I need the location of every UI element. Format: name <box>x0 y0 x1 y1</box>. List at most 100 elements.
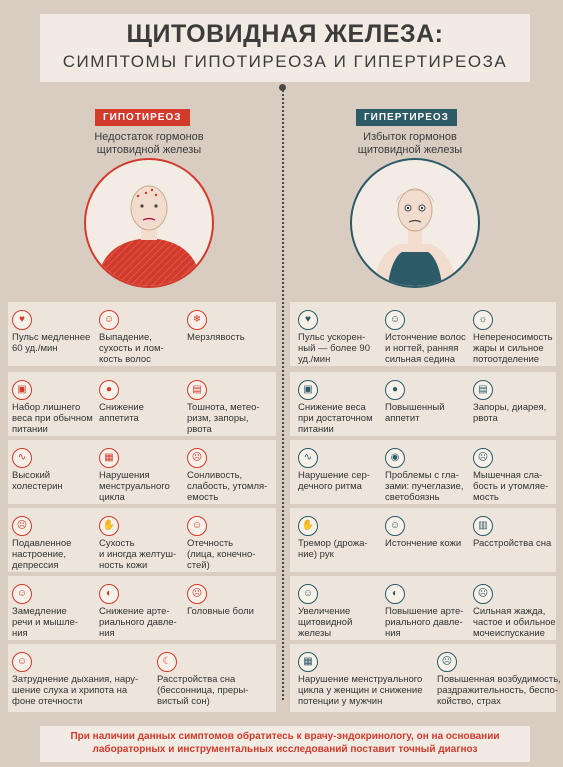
hypo-symptom-item: ☾ Расстройства сна (бессонница, преры- ви… <box>157 652 287 707</box>
hypo-symptom-row <box>8 372 276 436</box>
footer-text: При наличии данных симптомов обратитесь … <box>70 731 500 755</box>
hypo-symptom-item: ▦ Нарушения менструального цикла <box>99 448 185 503</box>
symptom-text: Снижение арте- риального давле- ния <box>99 606 177 639</box>
weight-scale-icon: ▣ <box>12 380 32 400</box>
eye-icon: ◉ <box>385 448 405 468</box>
slow-speech-icon: ☺ <box>12 584 32 604</box>
hyper-symptom-item: ◐ Повышение арте- риального давле- ния <box>385 584 471 639</box>
hyper-symptom-row <box>290 576 556 640</box>
hyper-symptom-item: ☹ Повышенная возбудимость, раздражительно… <box>437 652 563 707</box>
symptom-text: Набор лишнего веса при обычном питании <box>12 402 93 435</box>
symptom-text: Замедление речи и мышле- ния <box>12 606 79 639</box>
hyper-symptom-row <box>290 372 556 436</box>
symptom-text: Увеличение щитовидной железы <box>298 606 353 639</box>
hypo-symptom-item: ✋ Сухость и иногда желтуш- ность кожи <box>99 516 185 571</box>
sleep-disorder-icon: ▥ <box>473 516 493 536</box>
hair-loss-icon: ☺ <box>99 310 119 330</box>
hyper-symptom-row <box>290 440 556 504</box>
heart-pulse-icon: ♥ <box>12 310 32 330</box>
symptom-text: Истончение волос и ногтей, ранняя сильна… <box>385 332 466 365</box>
hypo-symptom-row <box>8 302 276 366</box>
symptom-text: Затруднение дыхания, нару- шение слуха и… <box>12 674 139 707</box>
hyper-symptom-item: ☺ Истончение кожи <box>385 516 471 570</box>
hypo-symptom-row <box>8 576 276 640</box>
hyper-label: ГИПЕРТИРЕОЗ <box>356 109 457 126</box>
symptom-text: Непереносимость жары и сильное потоотдел… <box>473 332 553 365</box>
hypo-symptom-row <box>8 644 276 712</box>
swollen-face-icon: ☺ <box>187 516 207 536</box>
symptom-text: Сильная жажда, частое и обильное мочеисп… <box>473 606 556 639</box>
hypo-subtitle: Недостаток гормонов щитовидной железы <box>94 131 204 156</box>
symptom-text: Нарушения менструального цикла <box>99 470 170 503</box>
weight-scale-icon: ▣ <box>298 380 318 400</box>
calendar-icon: ▦ <box>298 652 318 672</box>
page-title: ЩИТОВИДНАЯ ЖЕЛЕЗА: <box>126 20 444 48</box>
hypo-symptom-item: ☺ Выпадение, сухость и лом- кость волос <box>99 310 185 365</box>
footer-note: При наличии данных симптомов обратитесь … <box>40 726 530 762</box>
weak-face-icon: ☹ <box>473 448 493 468</box>
apple-icon: ● <box>99 380 119 400</box>
hypo-symptom-item: ☺ Отечность (лица, конечно- стей) <box>187 516 273 571</box>
hypo-symptom-item: ☹ Головные боли <box>187 584 273 638</box>
symptom-text: Высокий холестерин <box>12 470 63 492</box>
cholesterol-icon: ∿ <box>12 448 32 468</box>
blood-pressure-icon: ◐ <box>385 584 405 604</box>
symptom-text: Снижение веса при достаточном питании <box>298 402 373 435</box>
hyper-portrait-illustration <box>350 158 480 288</box>
symptom-text: Мерзлявость <box>187 332 245 343</box>
symptom-text: Пульс ускорен- ный — более 90 уд./мин <box>298 332 370 365</box>
sad-face-icon: ☹ <box>12 516 32 536</box>
hypo-symptom-item: ● Снижение аппетита <box>99 380 185 434</box>
symptom-text: Подавленное настроение, депрессия <box>12 538 72 571</box>
center-divider <box>282 86 284 700</box>
symptom-text: Проблемы с гла- зами: пучеглазие, светоб… <box>385 470 464 503</box>
hyper-symptom-item: ☹ Мышечная сла- бость и утомляе- мость <box>473 448 559 503</box>
symptom-text: Повышение арте- риального давле- ния <box>385 606 464 639</box>
thin-skin-icon: ☺ <box>385 516 405 536</box>
symptom-text: Тошнота, метео- ризм, запоры, рвота <box>187 402 260 435</box>
hyper-symptom-item: ☺ Увеличение щитовидной железы <box>298 584 384 639</box>
breathing-icon: ☺ <box>12 652 32 672</box>
symptom-text: Истончение кожи <box>385 538 462 549</box>
symptom-text: Сонливость, слабость, утомля- емость <box>187 470 268 503</box>
hyper-symptom-item: ✋ Тремор (дрожа- ние) рук <box>298 516 384 570</box>
symptom-text: Тремор (дрожа- ние) рук <box>298 538 368 560</box>
symptom-text: Выпадение, сухость и лом- кость волос <box>99 332 164 365</box>
title-band: ЩИТОВИДНАЯ ЖЕЛЕЗА: СИМПТОМЫ ГИПОТИРЕОЗА … <box>40 14 530 82</box>
hyper-person-icon <box>374 188 456 286</box>
tremor-hand-icon: ✋ <box>298 516 318 536</box>
thirst-icon: ☹ <box>473 584 493 604</box>
hypo-symptom-item: ☺ Затруднение дыхания, нару- шение слуха … <box>12 652 142 707</box>
hyper-symptom-item: ☹ Сильная жажда, частое и обильное мочеис… <box>473 584 559 639</box>
symptom-text: Отечность (лица, конечно- стей) <box>187 538 256 571</box>
heart-rhythm-icon: ∿ <box>298 448 318 468</box>
page-subtitle: СИМПТОМЫ ГИПОТИРЕОЗА И ГИПЕРТИРЕОЗА <box>62 52 508 71</box>
hypo-symptom-item: ∿ Высокий холестерин <box>12 448 98 502</box>
hyper-symptom-row <box>290 508 556 572</box>
symptom-text: Нарушение менструального цикла у женщин … <box>298 674 423 707</box>
hypo-person-icon <box>96 185 202 286</box>
hypo-symptom-item: ☹ Подавленное настроение, депрессия <box>12 516 98 571</box>
hypo-symptom-item: ▣ Набор лишнего веса при обычном питании <box>12 380 98 435</box>
stomach-icon: ▤ <box>473 380 493 400</box>
symptom-text: Запоры, диарея, рвота <box>473 402 547 424</box>
hyper-symptom-item: ☼ Непереносимость жары и сильное потоотде… <box>473 310 559 365</box>
thyroid-icon: ☺ <box>298 584 318 604</box>
hyper-symptom-item: ∿ Нарушение сер- дечного ритма <box>298 448 384 502</box>
symptom-text: Повышенный аппетит <box>385 402 445 424</box>
hyper-subtitle: Избыток гормонов щитовидной железы <box>357 131 463 156</box>
symptom-text: Пульс медленнее 60 уд./мин <box>12 332 91 354</box>
hyper-symptom-item: ▣ Снижение веса при достаточном питании <box>298 380 384 435</box>
hypo-symptom-row <box>8 440 276 504</box>
sleepy-face-icon: ☹ <box>187 448 207 468</box>
blood-pressure-icon: ◐ <box>99 584 119 604</box>
hypo-symptom-item: ☺ Замедление речи и мышле- ния <box>12 584 98 639</box>
hypo-symptom-item: ◐ Снижение арте- риального давле- ния <box>99 584 185 639</box>
symptom-text: Снижение аппетита <box>99 402 144 424</box>
symptom-text: Мышечная сла- бость и утомляе- мость <box>473 470 549 503</box>
calendar-icon: ▦ <box>99 448 119 468</box>
sleep-disorder-icon: ☾ <box>157 652 177 672</box>
stomach-icon: ▤ <box>187 380 207 400</box>
symptom-text: Головные боли <box>187 606 254 617</box>
hyper-symptom-item: ▤ Запоры, диарея, рвота <box>473 380 559 434</box>
